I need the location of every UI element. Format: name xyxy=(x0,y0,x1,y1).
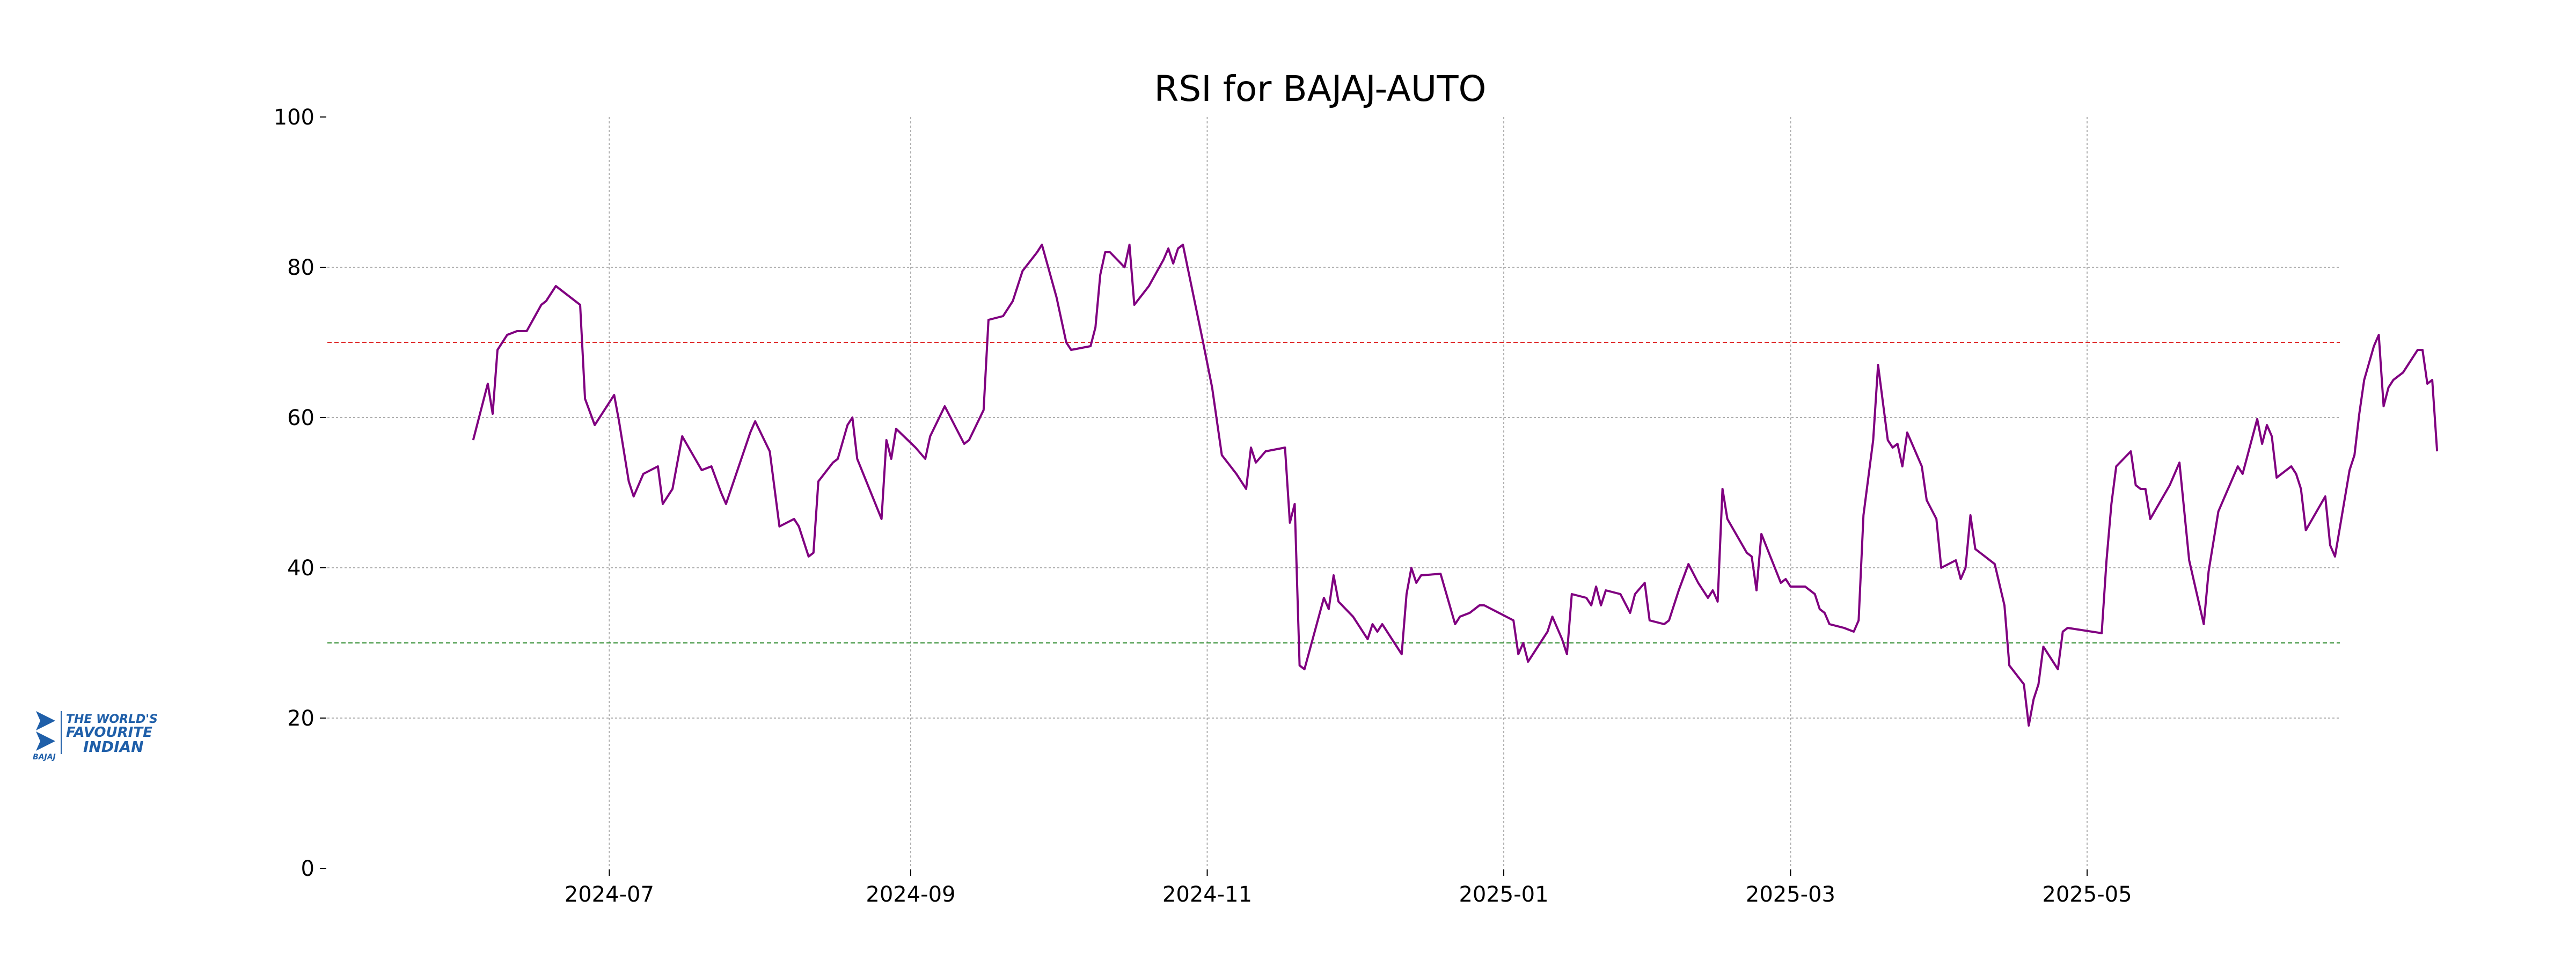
bajaj-logo: BAJAJ THE WORLD'S FAVOURITE INDIAN xyxy=(30,706,180,765)
x-tick-label: 2024-09 xyxy=(866,882,955,907)
svg-text:THE WORLD'S: THE WORLD'S xyxy=(66,713,158,726)
x-tick-label: 2025-05 xyxy=(2042,882,2132,907)
x-axis-ticks: 2024-07 2024-09 2024-11 2025-01 2025-03 2025-… xyxy=(565,869,2132,907)
y-tick-label: 100 xyxy=(274,105,314,130)
x-tick-label: 2024-11 xyxy=(1162,882,1252,907)
y-tick-label: 0 xyxy=(301,857,314,881)
y-axis-ticks: 0 20 40 60 80 100 xyxy=(274,105,326,881)
y-tick-label: 20 xyxy=(287,706,314,731)
reference-lines xyxy=(327,342,2340,643)
rsi-line xyxy=(472,244,2439,727)
x-tick-label: 2025-03 xyxy=(1746,882,1835,907)
rsi-series xyxy=(472,244,2439,727)
y-tick-label: 40 xyxy=(287,556,314,581)
svg-text:BAJAJ: BAJAJ xyxy=(33,753,56,762)
svg-text:FAVOURITE: FAVOURITE xyxy=(66,724,152,741)
y-tick-label: 80 xyxy=(287,255,314,280)
chart-title: RSI for BAJAJ-AUTO xyxy=(1154,68,1486,109)
svg-text:INDIAN: INDIAN xyxy=(83,738,144,756)
y-tick-label: 60 xyxy=(287,406,314,430)
x-tick-label: 2024-07 xyxy=(565,882,654,907)
bajaj-logo-icon: BAJAJ THE WORLD'S FAVOURITE INDIAN xyxy=(33,711,158,762)
y-gridlines xyxy=(327,267,2340,719)
x-gridlines xyxy=(609,117,2088,868)
x-tick-label: 2025-01 xyxy=(1459,882,1548,907)
